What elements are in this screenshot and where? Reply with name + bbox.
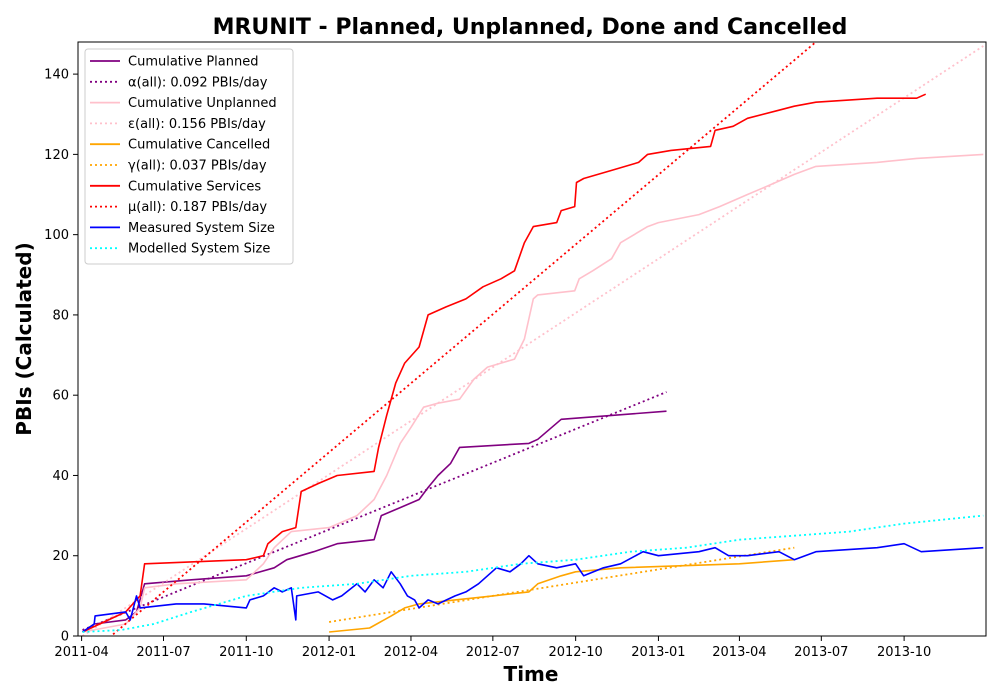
legend-label-cumulative-unplanned: Cumulative Unplanned [128, 96, 277, 111]
x-axis: 2011-04 2011-07 2011-10 2012-01 2012-04 2012-… [54, 636, 931, 660]
y-axis-title: PBIs (Calculated) [12, 242, 36, 435]
x-tick-label: 2011-04 [54, 645, 108, 660]
series-cumulative-unplanned-line [82, 153, 984, 633]
series-all-0-092-pbis-day-line [82, 391, 667, 631]
y-tick-label: 20 [52, 549, 69, 564]
chart-title: MRUNIT - Planned, Unplanned, Done and Ca… [213, 15, 848, 40]
x-tick-label: 2012-10 [548, 645, 602, 660]
legend-label-cumulative-planned: Cumulative Planned [128, 55, 258, 70]
y-tick-label: 60 [52, 389, 69, 404]
y-tick-label: 140 [44, 68, 69, 83]
x-tick-label: 2013-10 [877, 645, 931, 660]
legend-label-modelled-system-size: Modelled System Size [128, 242, 270, 257]
y-tick-label: 120 [44, 148, 69, 163]
plot-area [82, 42, 984, 636]
legend-label-cumulative-services: Cumulative Services [128, 179, 261, 194]
legend-label-all-0-187-pbis-day: μ(all): 0.187 PBIs/day [128, 200, 267, 215]
legend-frame [84, 48, 294, 265]
x-tick-label: 2012-01 [302, 645, 356, 660]
x-tick-label: 2013-07 [794, 645, 848, 660]
legend-label-measured-system-size: Measured System Size [128, 221, 275, 236]
y-tick-label: 0 [61, 630, 69, 645]
x-tick-label: 2012-07 [466, 645, 520, 660]
legend-label-all-0-156-pbis-day: ε(all): 0.156 PBIs/day [128, 117, 266, 132]
x-tick-label: 2013-01 [631, 645, 685, 660]
legend-label-all-0-037-pbis-day: γ(all): 0.037 PBIs/day [128, 159, 267, 174]
legend: Cumulative Planned α(all): 0.092 PBIs/day… [84, 48, 294, 265]
x-tick-label: 2012-04 [384, 645, 438, 660]
y-tick-label: 40 [52, 469, 69, 484]
y-tick-label: 100 [44, 228, 69, 243]
series-all-0-037-pbis-day-line [328, 546, 795, 623]
series-measured-system-size-line [82, 542, 984, 633]
x-tick-label: 2011-10 [219, 645, 273, 660]
series-modelled-system-size-line [82, 514, 984, 633]
plot-frame [77, 41, 987, 637]
series-cumulative-cancelled-line [329, 558, 795, 633]
series-cumulative-services-line [82, 93, 927, 633]
x-axis-title: Time [504, 662, 559, 686]
y-tick-label: 80 [52, 308, 69, 323]
legend-label-cumulative-cancelled: Cumulative Cancelled [128, 138, 270, 153]
y-axis: 0 20 40 60 80 100 120 140 [44, 68, 78, 645]
legend-label-all-0-092-pbis-day: α(all): 0.092 PBIs/day [128, 75, 268, 90]
series-cumulative-planned-line [82, 410, 667, 633]
x-tick-label: 2011-07 [136, 645, 190, 660]
x-tick-label: 2013-04 [712, 645, 766, 660]
